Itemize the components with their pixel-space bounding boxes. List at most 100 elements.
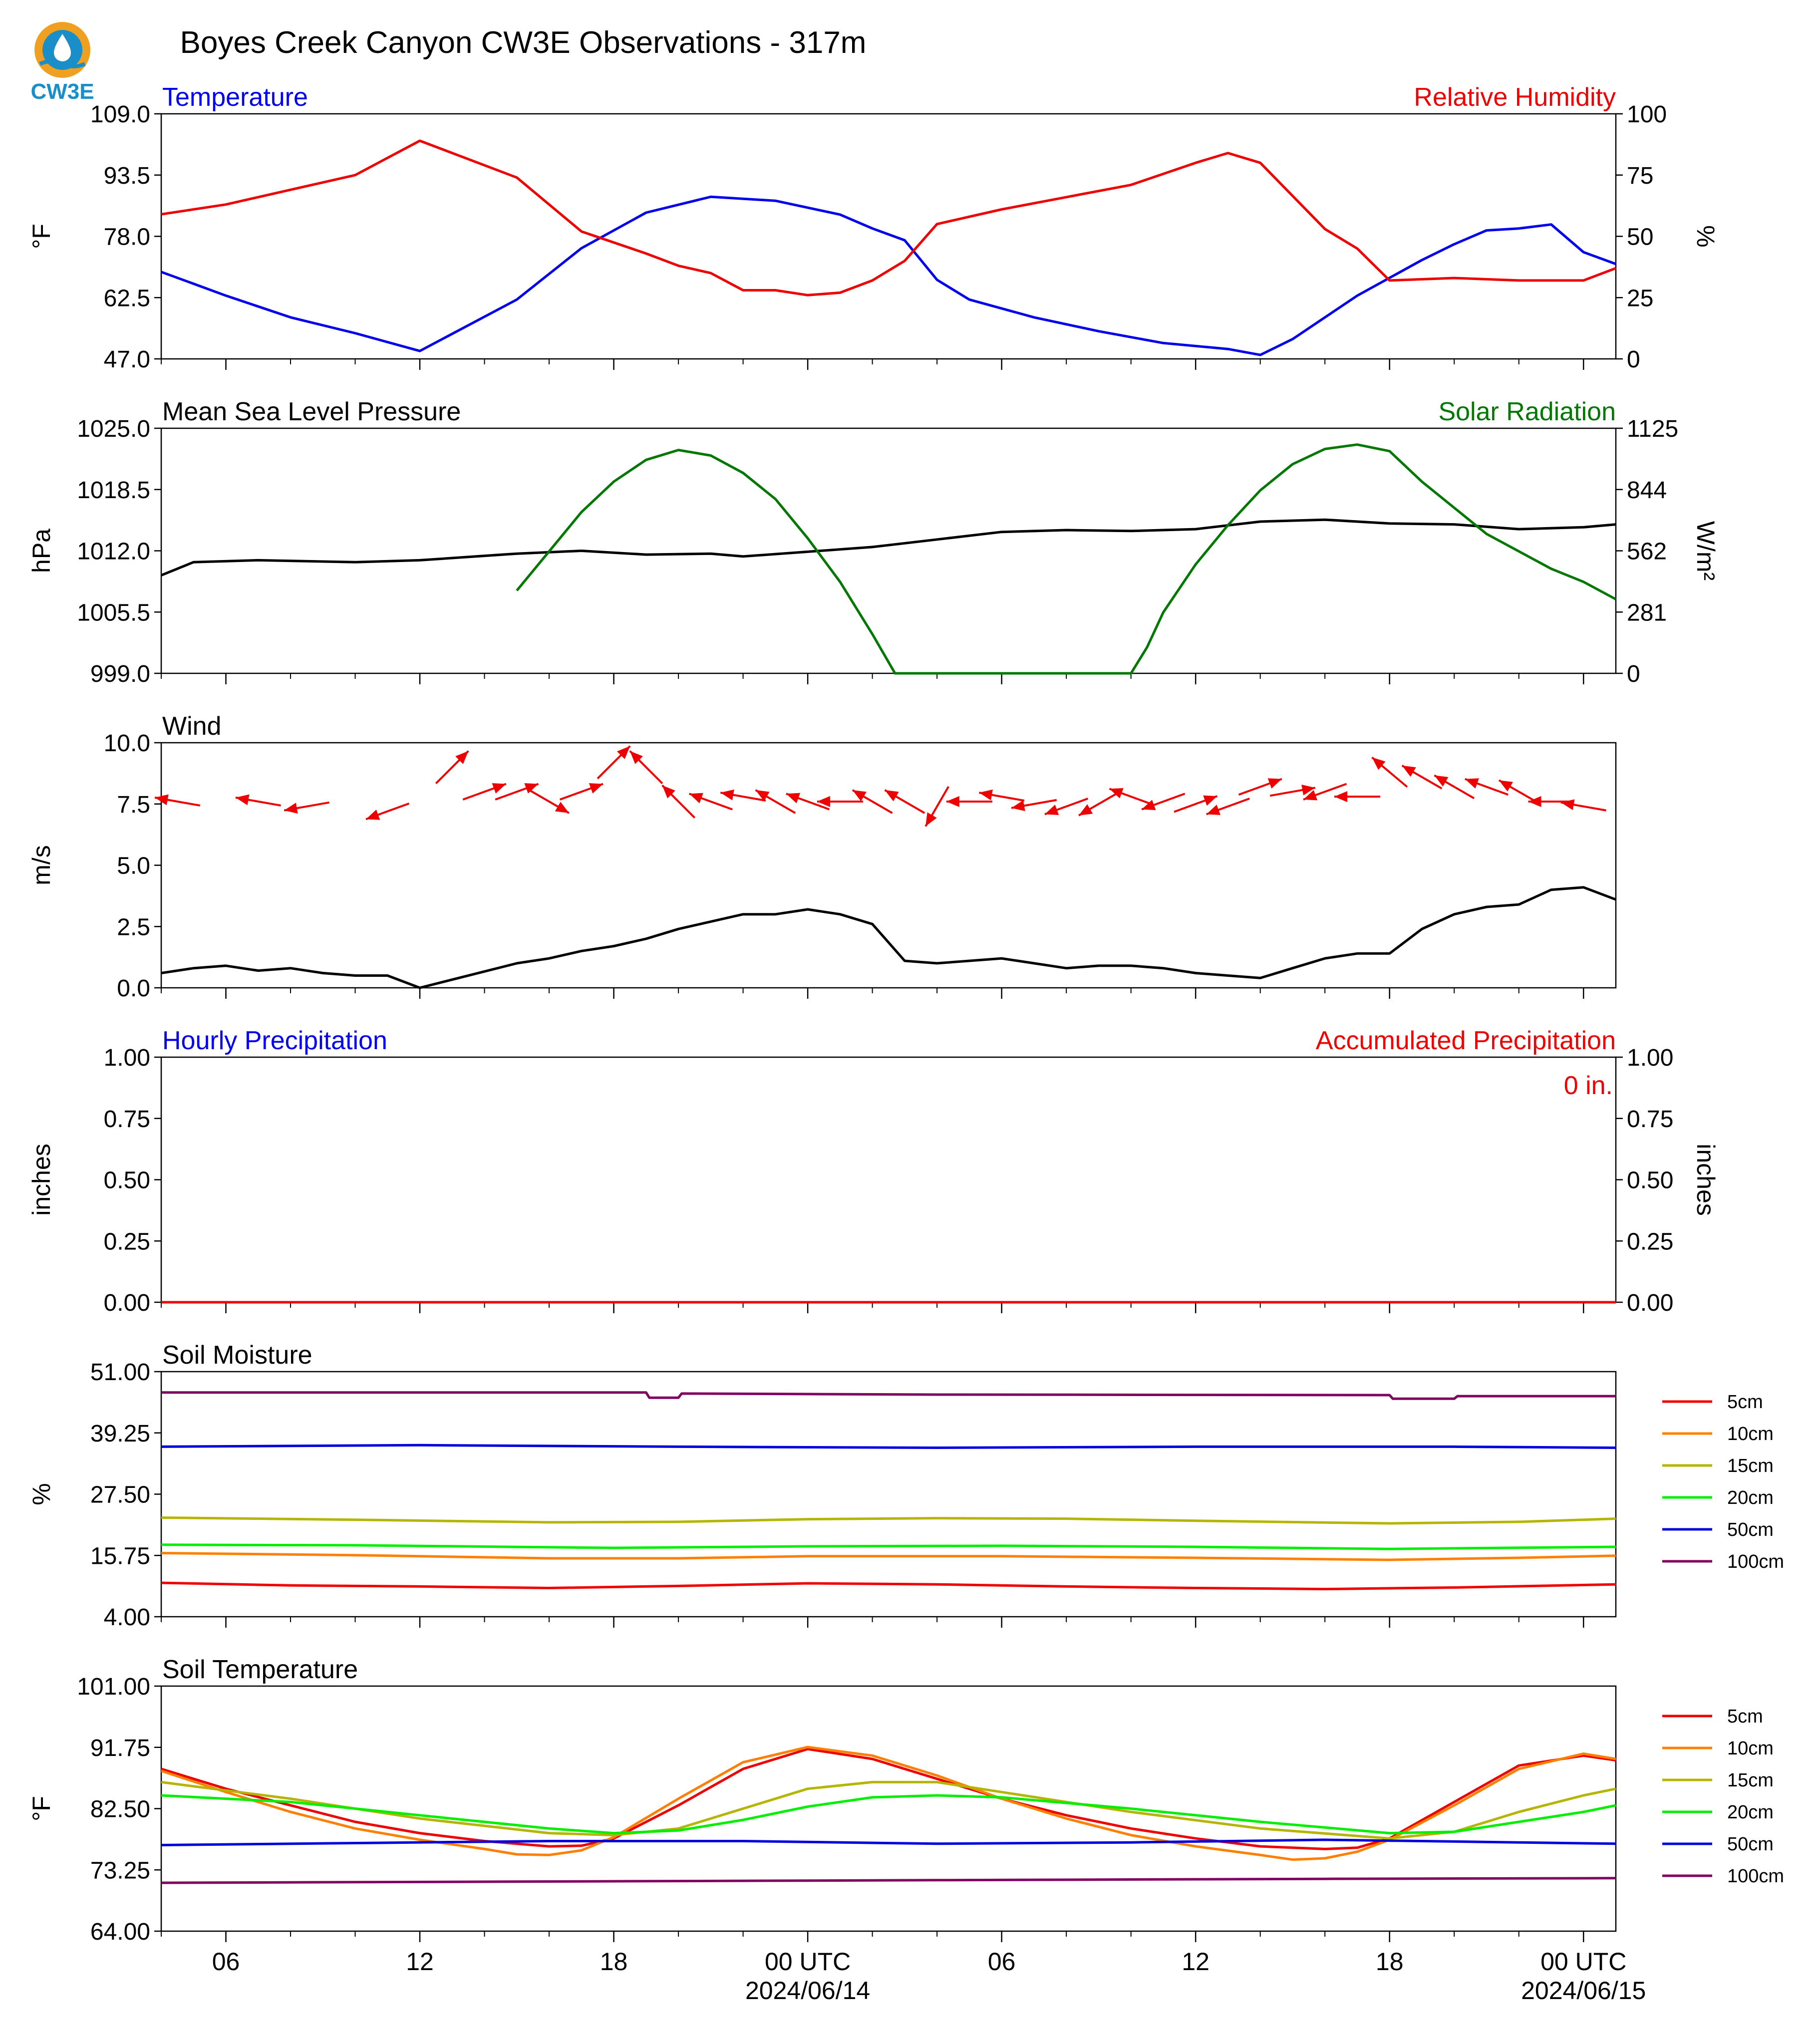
wind-arrow	[1078, 792, 1119, 817]
wind-arrow	[1141, 793, 1186, 811]
x-date-label: 2024/06/15	[1521, 1977, 1646, 2005]
y-axis-label-left: %	[27, 1483, 55, 1505]
y-axis-label-left: m/s	[27, 845, 55, 885]
y-tick-label-right: 562	[1627, 539, 1667, 565]
y-axis-label-right: %	[1692, 225, 1720, 247]
y-tick-label-left: 82.50	[90, 1796, 150, 1823]
y-tick-label-right: 25	[1627, 285, 1653, 311]
y-tick-label-right: 0.25	[1627, 1228, 1673, 1255]
wind-arrow-head	[1267, 778, 1282, 789]
wind-arrow-head	[1301, 784, 1315, 796]
wind-arrow-head	[1372, 757, 1386, 770]
y-tick-label-right: 281	[1627, 599, 1667, 626]
series-line-10cm	[161, 1745, 1616, 1861]
wind-arrow-head	[925, 812, 937, 827]
legend-label: 100cm	[1727, 1866, 1784, 1887]
y-tick-label-left: 62.5	[104, 285, 150, 311]
panel-precip: 1.00 0.75 0.50 0.25 0.00 1.00 0.75 0.50 0.25 0.00…	[27, 1026, 1720, 1316]
panel-title-left: Temperature	[162, 83, 308, 112]
wind-arrow-head	[366, 809, 380, 820]
y-tick-label-left: 10.0	[104, 730, 150, 757]
wind-arrow	[1109, 788, 1153, 806]
y-tick-label-right: 100	[1627, 101, 1667, 128]
y-tick-label-left: 1012.0	[77, 539, 150, 565]
y-tick-label-left: 39.25	[90, 1421, 150, 1447]
wind-arrow-head	[555, 802, 569, 813]
panel-temp_rh: 109.0 93.5 78.0 62.5 47.0 100 75 50 25 0 Temperatu…	[27, 83, 1720, 373]
y-tick-label-left: 1.00	[104, 1045, 150, 1071]
legend-label: 20cm	[1727, 1487, 1774, 1508]
wind-arrow-head	[662, 785, 675, 799]
x-tick-label: 00 UTC	[1540, 1948, 1626, 1976]
legend-label: 15cm	[1727, 1770, 1774, 1791]
wind-arrow	[495, 783, 539, 801]
wind-arrow-head	[1434, 775, 1449, 787]
wind-arrow-head	[1044, 805, 1059, 815]
wind-arrow-head	[155, 794, 169, 806]
cw3e-logo: CW3E	[30, 22, 94, 104]
wind-arrow-head	[885, 790, 899, 802]
y-tick-label-left: 64.00	[90, 1919, 150, 1945]
y-tick-label-right: 0.00	[1627, 1290, 1673, 1316]
y-tick-label-right: 0	[1627, 346, 1640, 373]
wind-arrow-head	[1011, 800, 1025, 812]
wind-arrow-head	[1109, 788, 1124, 799]
series-line-50cm	[161, 1838, 1616, 1846]
legend-label: 5cm	[1727, 1706, 1763, 1727]
y-tick-label-left: 101.00	[77, 1674, 150, 1700]
x-tick-label: 12	[1182, 1948, 1210, 1976]
panel-title-left: Hourly Precipitation	[162, 1026, 387, 1055]
wind-arrow-head	[979, 789, 993, 801]
wind-arrow-head	[1206, 805, 1220, 815]
wind-arrow-head	[492, 783, 506, 794]
wind-arrow-head	[1203, 795, 1217, 806]
x-tick-label: 18	[600, 1948, 628, 1976]
wind-arrow	[1434, 774, 1475, 800]
x-tick-label: 12	[406, 1948, 434, 1976]
legend-label: 10cm	[1727, 1738, 1774, 1759]
y-tick-label-left: 27.50	[90, 1482, 150, 1508]
wind-arrow	[1498, 779, 1539, 804]
series-line-20cm	[161, 1794, 1616, 1835]
y-tick-label-right: 50	[1627, 224, 1653, 251]
panel-title-left: Wind	[162, 712, 221, 741]
wind-arrow	[284, 801, 330, 814]
series-line-temperature	[161, 195, 1616, 356]
wind-arrow	[884, 789, 925, 814]
legend-label: 20cm	[1727, 1802, 1774, 1823]
y-tick-label-right: 1125	[1627, 416, 1678, 442]
panels: 109.0 93.5 78.0 62.5 47.0 100 75 50 25 0 Temperatu…	[27, 83, 1784, 1945]
wind-arrow	[462, 783, 507, 801]
panel-title-right: Solar Radiation	[1438, 397, 1616, 426]
wind-arrow	[1238, 778, 1282, 796]
x-date-label: 2024/06/14	[745, 1977, 870, 2005]
wind-arrow	[235, 794, 281, 807]
y-tick-label-right: 1.00	[1627, 1045, 1673, 1071]
y-tick-label-right: 75	[1627, 163, 1653, 189]
legend-label: 50cm	[1727, 1834, 1774, 1855]
wind-arrow	[688, 793, 733, 811]
wind-arrow	[1174, 795, 1218, 813]
x-tick-label: 18	[1376, 1948, 1404, 1976]
y-tick-label-left: 1018.5	[77, 477, 150, 504]
y-axis-label-left: °F	[27, 224, 55, 249]
series-line-mean-sea-level-pressure	[161, 518, 1616, 577]
y-tick-label-left: 73.25	[90, 1857, 150, 1884]
y-axis-label-left: °F	[27, 1796, 55, 1821]
panel-title-right: Accumulated Precipitation	[1316, 1026, 1616, 1055]
wind-arrow	[1269, 784, 1316, 797]
y-tick-label-left: 4.00	[104, 1604, 150, 1631]
y-tick-label-left: 1005.5	[77, 599, 150, 626]
panel-pressure_solar: 1025.0 1018.5 1012.0 1005.5 999.0 1125 844 562 2…	[27, 397, 1720, 687]
wind-arrow	[1206, 798, 1250, 816]
y-tick-label-left: 51.00	[90, 1359, 150, 1386]
plot-frame	[160, 1371, 1617, 1618]
panel-wind: 10.0 7.5 5.0 2.5 0.0 Wind m/s	[27, 712, 1617, 1002]
wind-arrow	[755, 789, 796, 814]
plot-frame	[160, 1056, 1617, 1303]
y-tick-label-left: 999.0	[90, 661, 150, 687]
legend-label: 15cm	[1727, 1455, 1774, 1476]
wind-arrow-head	[852, 790, 867, 802]
